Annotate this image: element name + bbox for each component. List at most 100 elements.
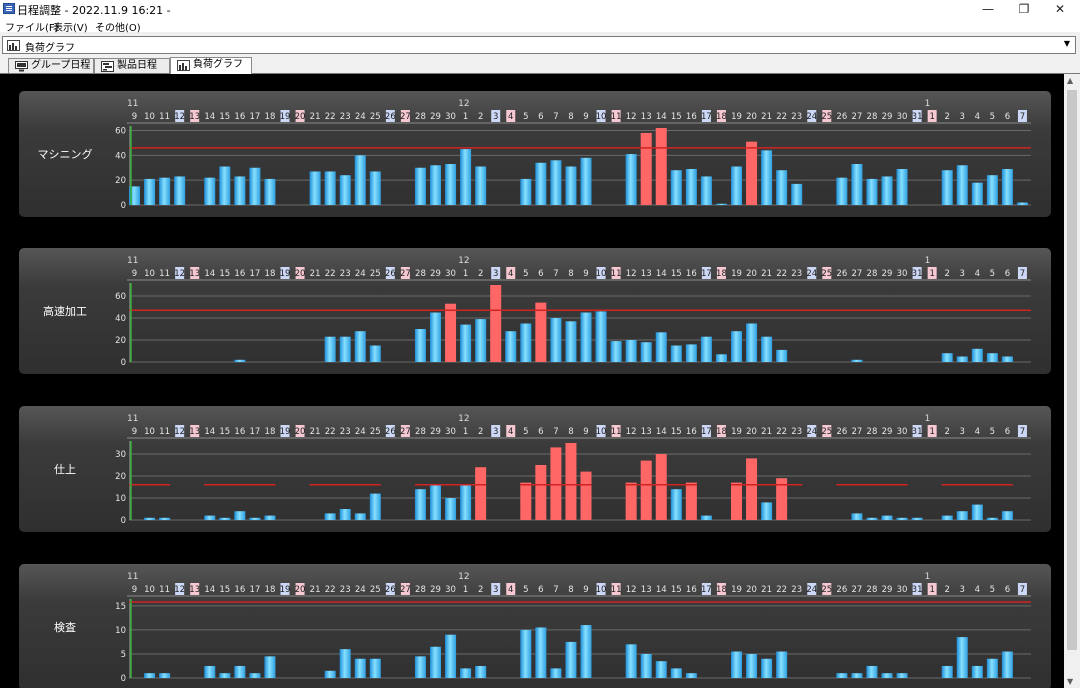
load-bar <box>249 673 261 678</box>
day-label: 18 <box>265 585 276 595</box>
load-bar <box>941 515 953 520</box>
day-label: 5 <box>523 269 528 279</box>
saturday-highlight <box>912 425 922 437</box>
day-label: 7 <box>553 427 558 437</box>
day-label: 26 <box>385 112 396 122</box>
menu-file[interactable]: ファイル(F) <box>5 23 59 34</box>
tab-load-graph[interactable]: 負荷グラフ <box>170 57 252 74</box>
day-label: 23 <box>791 269 802 279</box>
day-label: 2 <box>944 269 949 279</box>
day-label: 4 <box>975 112 980 122</box>
minimize-button[interactable]: — <box>982 2 994 16</box>
saturday-highlight <box>596 110 606 122</box>
day-label: 15 <box>671 427 682 437</box>
load-bar <box>369 658 381 678</box>
day-label: 19 <box>731 269 742 279</box>
vertical-scrollbar[interactable]: ▲ ▼ <box>1064 74 1080 688</box>
load-bar <box>535 162 547 205</box>
overload-bar <box>520 482 532 520</box>
load-bar <box>204 665 216 678</box>
load-bar <box>625 340 637 362</box>
load-bar <box>971 348 983 362</box>
day-label: 24 <box>806 269 817 279</box>
menu-view[interactable]: 表示(V) <box>53 23 88 34</box>
load-bar <box>881 515 893 520</box>
tab-product-schedule[interactable]: 製品日程 <box>94 58 170 73</box>
day-label: 24 <box>355 585 366 595</box>
load-bar <box>354 513 366 520</box>
load-bar <box>414 489 426 520</box>
day-label: 19 <box>731 585 742 595</box>
day-label: 15 <box>219 269 230 279</box>
month-label: 12 <box>458 414 469 424</box>
day-label: 18 <box>716 112 727 122</box>
sunday-highlight <box>190 425 200 437</box>
day-label: 14 <box>656 269 667 279</box>
overload-bar <box>535 302 547 362</box>
load-bar <box>129 186 140 205</box>
day-label: 31 <box>912 269 923 279</box>
overload-bar <box>580 471 592 520</box>
day-label: 30 <box>897 112 908 122</box>
day-label: 3 <box>493 269 498 279</box>
day-label: 25 <box>821 112 832 122</box>
day-label: 22 <box>776 427 787 437</box>
scroll-down-icon[interactable]: ▼ <box>1067 677 1074 686</box>
load-bar <box>670 489 682 520</box>
day-label: 23 <box>340 269 351 279</box>
day-label: 15 <box>219 427 230 437</box>
y-tick-label: 30 <box>115 450 126 460</box>
day-label: 16 <box>686 269 697 279</box>
day-label: 25 <box>370 585 381 595</box>
day-label: 6 <box>1005 269 1010 279</box>
overload-bar <box>655 454 667 520</box>
load-bar <box>625 154 637 205</box>
load-bar <box>460 484 472 520</box>
day-label: 25 <box>370 112 381 122</box>
saturday-highlight <box>175 267 185 279</box>
maximize-button[interactable]: ❐ <box>1018 2 1030 16</box>
load-bar <box>685 344 697 362</box>
overload-bar <box>640 132 652 205</box>
sunday-highlight <box>295 110 305 122</box>
day-label: 20 <box>295 427 306 437</box>
load-bar <box>414 167 426 205</box>
saturday-highlight <box>701 425 711 437</box>
day-label: 7 <box>553 269 558 279</box>
day-label: 10 <box>144 585 155 595</box>
day-label: 29 <box>430 112 441 122</box>
saturday-highlight <box>491 110 501 122</box>
day-label: 11 <box>611 585 622 595</box>
load-bar <box>445 634 457 678</box>
load-bar <box>144 517 156 520</box>
chevron-down-icon[interactable]: ▼ <box>1063 39 1070 48</box>
day-label: 5 <box>523 585 528 595</box>
day-label: 10 <box>596 427 607 437</box>
y-tick-label: 40 <box>115 314 126 324</box>
load-bar <box>550 160 562 205</box>
month-label: 11 <box>127 414 138 424</box>
y-tick-label: 0 <box>121 674 126 684</box>
day-label: 25 <box>821 269 832 279</box>
load-bar <box>219 517 231 520</box>
scroll-thumb[interactable] <box>1067 90 1077 650</box>
load-bar <box>1016 202 1028 205</box>
day-label: 30 <box>897 427 908 437</box>
day-label: 13 <box>641 112 652 122</box>
day-label: 8 <box>568 269 573 279</box>
load-bar <box>731 331 742 362</box>
load-bar <box>324 670 336 678</box>
scroll-up-icon[interactable]: ▲ <box>1067 76 1074 85</box>
menu-other[interactable]: その他(O) <box>95 23 141 34</box>
load-bar <box>535 627 547 678</box>
tab-group-schedule[interactable]: グループ日程 <box>8 58 94 73</box>
tab-load-graph-label: 負荷グラフ <box>193 59 243 70</box>
day-label: 26 <box>836 427 847 437</box>
load-bar <box>670 668 682 678</box>
view-select[interactable]: 負荷グラフ ▼ <box>2 36 1076 54</box>
close-button[interactable]: ✕ <box>1054 2 1066 16</box>
load-bar <box>640 653 652 678</box>
load-bar <box>640 342 652 362</box>
load-bar <box>309 171 321 205</box>
load-panel: 高速加工 11 12 1 9 10 11 12 13 14 15 16 17 18 19 20 21 22 23 24… <box>19 248 1051 374</box>
